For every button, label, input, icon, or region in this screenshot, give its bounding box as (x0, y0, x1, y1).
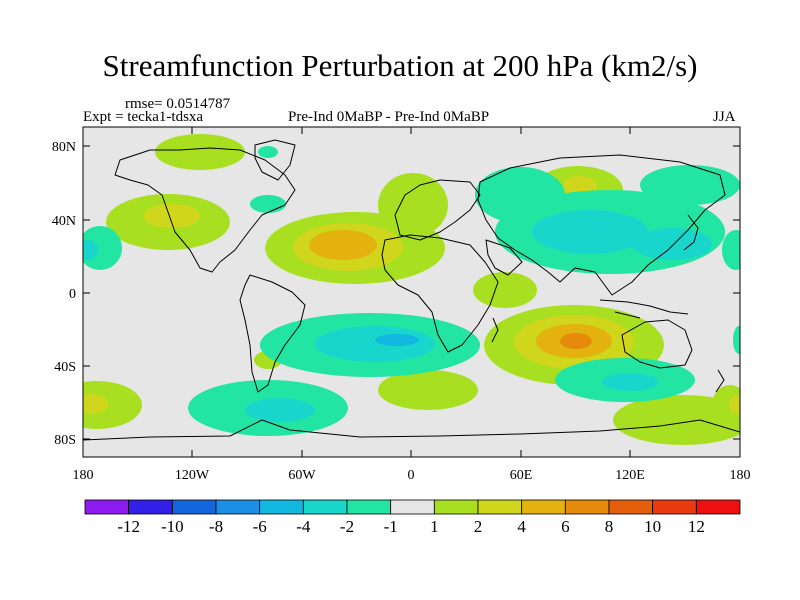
lat-label: 80S (54, 433, 76, 448)
lat-ticks (83, 145, 740, 440)
lat-label: 0 (69, 287, 76, 302)
colorbar: -12 -10 -8 -6 -4 -2 -1 1 2 4 6 8 10 12 (84, 499, 741, 536)
coast-australia (621, 319, 693, 369)
coast-madagascar (491, 317, 499, 343)
lon-label: 60E (510, 468, 533, 483)
anomaly-blob (473, 272, 537, 308)
negative-anomalies (83, 146, 740, 436)
anomaly-blob (309, 230, 377, 260)
colorbar-swatch (346, 499, 392, 515)
anomaly-blob (475, 167, 565, 223)
anomaly-blob (83, 240, 98, 260)
anomaly-blob (613, 395, 740, 445)
anomaly-blob (375, 334, 419, 346)
anomaly-blob (83, 381, 142, 429)
anomaly-blob (83, 394, 108, 414)
anomaly-blob (258, 146, 278, 158)
lon-label: 0 (408, 468, 415, 483)
coast-indonesia (599, 299, 689, 319)
coast-arabia (485, 239, 523, 276)
colorbar-label: 4 (517, 517, 526, 536)
colorbar-swatch (84, 499, 130, 515)
coast-japan (683, 214, 699, 251)
anomaly-blob (532, 210, 648, 254)
anomaly-blob (560, 333, 592, 349)
anomaly-blob (155, 134, 245, 170)
anomaly-blob (315, 326, 435, 362)
lon-label: 120W (175, 468, 210, 483)
coast-antarctica (83, 419, 740, 441)
anomaly-blob (250, 195, 286, 213)
comparison-label: Pre-Ind 0MaBP - Pre-Ind 0MaBP (288, 109, 490, 125)
coast-north-america (114, 147, 296, 273)
lat-labels: 80N 40N 0 40S 80S (52, 140, 76, 448)
coast-greenland (254, 139, 296, 181)
colorbar-label: -4 (296, 517, 311, 536)
colorbar-swatch (215, 499, 261, 515)
rmse-label: rmse= 0.0514787 (125, 96, 231, 112)
anomaly-blob (712, 385, 740, 425)
colorbar-swatch (433, 499, 479, 515)
colorbar-swatch (652, 499, 697, 515)
lon-ticks (191, 127, 631, 457)
anomaly-blob (733, 326, 740, 354)
colorbar-swatch (695, 499, 741, 515)
colorbar-swatch (171, 499, 217, 515)
colorbar-label: 1 (430, 517, 439, 536)
lat-label: 40S (54, 360, 76, 375)
colorbar-swatch (477, 499, 523, 515)
coast-new-zealand (715, 369, 725, 393)
colorbar-label: -1 (384, 517, 398, 536)
lon-labels: 180 120W 60W 0 60E 120E 180 (73, 468, 751, 483)
anomaly-blob (640, 165, 740, 205)
colorbar-swatch (128, 499, 173, 515)
colorbar-label: 12 (688, 517, 705, 536)
colorbar-swatch (390, 499, 435, 515)
colorbar-label: 8 (605, 517, 614, 536)
lon-label: 60W (288, 468, 316, 483)
colorbar-label: -6 (253, 517, 267, 536)
anomaly-blob (245, 398, 315, 422)
coast-africa (381, 234, 499, 353)
colorbar-label: -12 (117, 517, 140, 536)
lat-label: 80N (52, 140, 76, 155)
coast-europe (394, 179, 481, 241)
colorbar-swatch (608, 499, 654, 515)
anomaly-blob (729, 396, 740, 414)
colorbar-swatch (302, 499, 348, 515)
positive-anomalies (83, 134, 740, 445)
lon-label: 180 (73, 468, 94, 483)
experiment-label: Expt = tecka1-tdsxa (83, 109, 204, 125)
map-plot-area (83, 127, 740, 457)
coast-asia (477, 154, 726, 296)
colorbar-label: 6 (561, 517, 570, 536)
colorbar-label: -10 (161, 517, 184, 536)
colorbar-label: -8 (209, 517, 223, 536)
anomaly-blob (378, 173, 448, 237)
lat-label: 40N (52, 214, 76, 229)
colorbar-swatch (521, 499, 566, 515)
coast-south-america (239, 274, 306, 393)
lon-label: 180 (730, 468, 751, 483)
colorbar-label: 10 (644, 517, 661, 536)
anomaly-blob (722, 230, 740, 270)
colorbar-swatch (259, 499, 304, 515)
chart-title: Streamfunction Perturbation at 200 hPa (… (102, 48, 698, 83)
colorbar-label: 2 (474, 517, 483, 536)
coastlines (83, 139, 740, 441)
colorbar-swatch (564, 499, 610, 515)
lon-label: 120E (615, 468, 645, 483)
season-label: JJA (713, 109, 736, 125)
anomaly-blob (632, 228, 712, 260)
anomaly-blob (144, 204, 200, 228)
anomaly-blob (378, 370, 478, 410)
colorbar-label: -2 (340, 517, 354, 536)
anomaly-blob (602, 373, 658, 391)
